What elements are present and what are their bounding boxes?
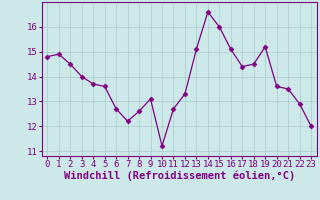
X-axis label: Windchill (Refroidissement éolien,°C): Windchill (Refroidissement éolien,°C) [64, 171, 295, 181]
